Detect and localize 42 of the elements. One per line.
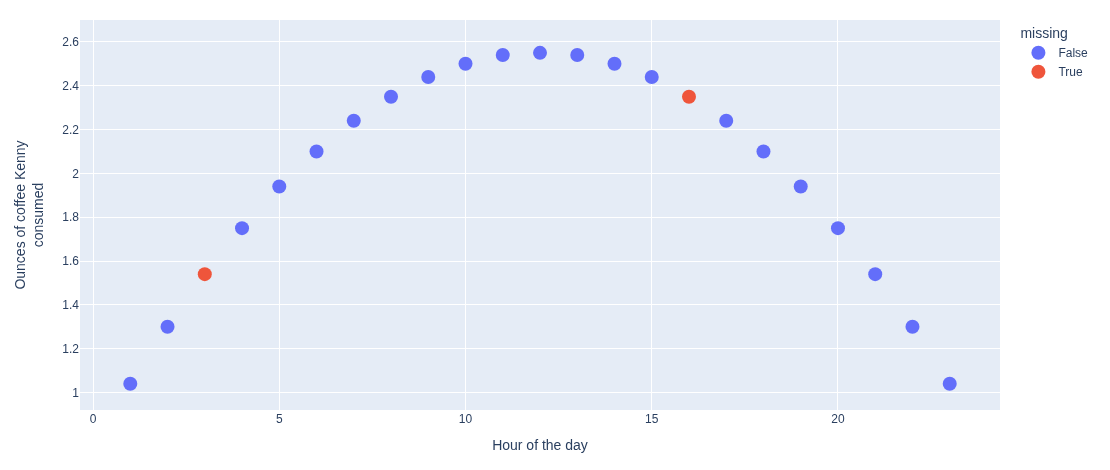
point: [197, 267, 212, 282]
x-axis-title: Hour of the day: [492, 437, 588, 454]
point: [682, 89, 696, 104]
point: [123, 376, 138, 391]
x-tick-label: 5: [275, 412, 283, 426]
legend-title: missing: [1020, 25, 1068, 42]
y-tick-label: 2: [72, 166, 80, 181]
point: [384, 89, 399, 104]
y-tick-label: 2.4: [62, 78, 80, 93]
point: [160, 319, 175, 334]
point: [309, 144, 324, 159]
y-axis-title: Ounces of coffee Kenny consumed: [11, 140, 46, 290]
point: [346, 113, 361, 128]
point: [942, 376, 957, 391]
point: [868, 267, 883, 282]
point: [235, 221, 250, 236]
x-tick-label: 0: [89, 412, 97, 426]
x-tick-label: 10: [458, 412, 473, 426]
legend-label: True: [1058, 65, 1083, 80]
point: [830, 221, 845, 236]
x-tick-label: 20: [831, 412, 845, 426]
point: [719, 113, 734, 128]
point: [421, 69, 436, 84]
point: [607, 56, 622, 71]
point: [905, 319, 920, 334]
y-tick-label: 1.6: [62, 254, 80, 269]
x-tick-label: 15: [645, 412, 659, 426]
point: [644, 69, 659, 84]
y-tick-label: 1.2: [62, 341, 80, 356]
point: [793, 179, 808, 194]
point: [495, 48, 510, 63]
point: [570, 48, 585, 63]
y-tick-label: 2.2: [62, 122, 80, 137]
y-tick-label: 1.8: [62, 210, 80, 225]
point: [272, 179, 287, 194]
y-tick-label: 2.6: [62, 35, 80, 50]
y-tick-label: 1.4: [62, 298, 80, 313]
legend-label: False: [1058, 46, 1089, 61]
point: [756, 144, 771, 159]
point: [533, 45, 547, 60]
point: [458, 56, 473, 71]
y-tick-label: 1: [72, 385, 80, 400]
